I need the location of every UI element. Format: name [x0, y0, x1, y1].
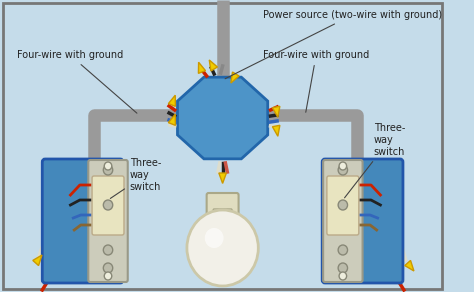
Polygon shape: [168, 114, 175, 125]
Polygon shape: [199, 62, 205, 73]
Polygon shape: [210, 60, 218, 71]
Text: Four-wire with ground: Four-wire with ground: [263, 50, 369, 112]
FancyBboxPatch shape: [323, 160, 363, 282]
Circle shape: [103, 263, 113, 273]
Polygon shape: [273, 125, 280, 136]
Text: Three-
way
switch: Three- way switch: [110, 158, 161, 199]
Text: Power source (two-wire with ground): Power source (two-wire with ground): [225, 10, 442, 79]
Circle shape: [104, 272, 112, 280]
Circle shape: [103, 245, 113, 255]
FancyBboxPatch shape: [207, 193, 238, 215]
Circle shape: [338, 263, 347, 273]
FancyBboxPatch shape: [3, 3, 442, 289]
Circle shape: [339, 272, 346, 280]
Circle shape: [103, 200, 113, 210]
FancyBboxPatch shape: [322, 159, 403, 283]
Circle shape: [339, 162, 346, 170]
Circle shape: [104, 162, 112, 170]
Polygon shape: [231, 72, 239, 83]
Circle shape: [338, 200, 347, 210]
FancyBboxPatch shape: [92, 176, 124, 235]
Circle shape: [338, 245, 347, 255]
Polygon shape: [33, 255, 42, 265]
Circle shape: [205, 228, 224, 248]
FancyBboxPatch shape: [213, 209, 232, 223]
Circle shape: [187, 210, 258, 286]
Polygon shape: [177, 77, 268, 159]
Polygon shape: [219, 173, 227, 183]
Polygon shape: [405, 260, 414, 271]
FancyBboxPatch shape: [88, 160, 128, 282]
Circle shape: [103, 165, 113, 175]
Text: Three-
way
switch: Three- way switch: [345, 124, 405, 198]
Polygon shape: [273, 106, 280, 117]
FancyBboxPatch shape: [327, 176, 359, 235]
Text: Four-wire with ground: Four-wire with ground: [17, 50, 137, 113]
Circle shape: [338, 165, 347, 175]
FancyBboxPatch shape: [42, 159, 123, 283]
Polygon shape: [168, 95, 175, 106]
